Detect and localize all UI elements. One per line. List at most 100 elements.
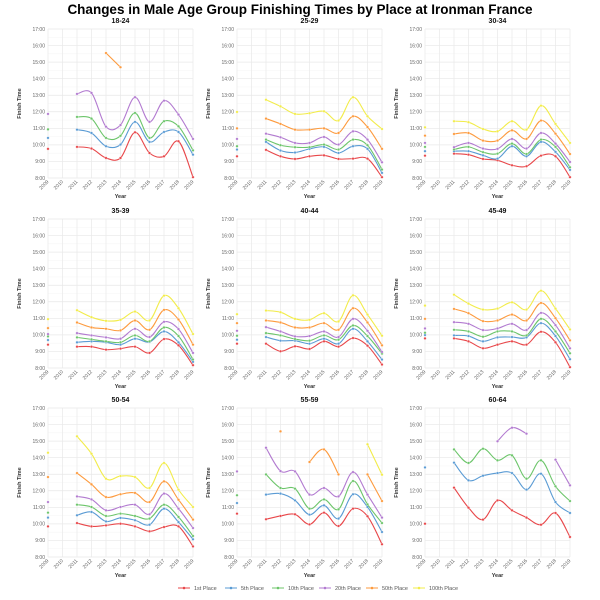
data-point bbox=[177, 524, 180, 528]
data-point bbox=[162, 461, 166, 465]
data-point bbox=[104, 335, 108, 339]
x-tick-label: 2010 bbox=[430, 369, 442, 381]
data-point bbox=[380, 350, 384, 354]
data-point bbox=[46, 500, 50, 504]
data-point bbox=[539, 131, 543, 135]
y-tick-label: 11:00 bbox=[222, 505, 234, 511]
data-point bbox=[148, 335, 151, 339]
data-point bbox=[554, 154, 557, 158]
y-tick-label: 15:00 bbox=[409, 250, 422, 256]
data-point bbox=[279, 486, 282, 490]
data-point bbox=[264, 132, 268, 136]
data-point bbox=[366, 114, 369, 118]
panel-55-59: 8:00 9:00 10:00 11:00 12:00 13:00 14:00 15:00 16… bbox=[206, 397, 385, 579]
data-point bbox=[568, 338, 572, 342]
data-point bbox=[510, 119, 514, 123]
data-point bbox=[279, 492, 282, 496]
x-tick-label: 2015 bbox=[502, 179, 514, 191]
data-point bbox=[148, 120, 151, 124]
data-point bbox=[104, 495, 108, 499]
data-point bbox=[148, 512, 151, 516]
x-tick-label: 2014 bbox=[488, 179, 500, 191]
data-point bbox=[279, 469, 282, 473]
x-tick-label: 2014 bbox=[488, 369, 500, 381]
data-point bbox=[525, 328, 528, 332]
data-point bbox=[46, 136, 50, 140]
data-point bbox=[90, 333, 93, 337]
y-tick-label: 15:00 bbox=[221, 250, 234, 256]
y-tick-label: 13:00 bbox=[409, 472, 422, 478]
x-tick-label: 2014 bbox=[300, 179, 312, 191]
x-axis-label: Year bbox=[304, 194, 316, 200]
data-point bbox=[366, 147, 369, 151]
x-axis-label: Year bbox=[492, 573, 504, 579]
data-point bbox=[510, 453, 514, 457]
data-point bbox=[104, 508, 108, 512]
data-point bbox=[279, 349, 282, 353]
x-tick-label: 2018 bbox=[546, 179, 558, 191]
data-point bbox=[467, 334, 470, 338]
data-point bbox=[133, 95, 137, 99]
data-point bbox=[423, 145, 427, 149]
x-tick-label: 2014 bbox=[488, 558, 500, 570]
data-point bbox=[351, 470, 355, 474]
x-tick-label: 2012 bbox=[82, 558, 94, 570]
data-point bbox=[279, 429, 282, 433]
data-point bbox=[46, 524, 50, 528]
data-point bbox=[366, 339, 369, 343]
data-point bbox=[366, 442, 369, 446]
y-tick-label: 8:00 bbox=[35, 366, 45, 372]
data-point bbox=[423, 336, 427, 340]
data-point bbox=[75, 331, 79, 335]
data-point bbox=[148, 351, 151, 355]
y-tick-label: 9:00 bbox=[35, 349, 45, 355]
x-tick-label: 2016 bbox=[140, 558, 152, 570]
y-tick-label: 13:00 bbox=[221, 472, 234, 478]
data-point bbox=[90, 147, 93, 150]
data-point bbox=[308, 347, 311, 351]
data-point bbox=[452, 447, 456, 451]
data-point bbox=[46, 332, 50, 336]
data-point bbox=[308, 507, 311, 511]
data-point bbox=[496, 157, 499, 161]
data-point bbox=[467, 120, 470, 124]
x-tick-label: 2017 bbox=[154, 558, 166, 570]
data-point bbox=[554, 307, 557, 311]
data-point bbox=[423, 465, 427, 469]
data-point bbox=[308, 325, 311, 329]
data-point bbox=[308, 111, 311, 115]
data-point bbox=[525, 164, 528, 168]
x-tick-label: 2017 bbox=[531, 179, 543, 191]
legend-swatch-point bbox=[417, 586, 421, 590]
data-point bbox=[351, 317, 355, 321]
data-point bbox=[177, 139, 180, 143]
x-tick-label: 2018 bbox=[358, 179, 370, 191]
data-point bbox=[554, 150, 557, 154]
data-point bbox=[554, 329, 557, 333]
data-point bbox=[568, 160, 572, 164]
x-tick-label: 2018 bbox=[358, 558, 370, 570]
y-tick-label: 8:00 bbox=[35, 176, 45, 182]
panel-35-39: 8:00 9:00 10:00 11:00 12:00 13:00 14:00 15:00 16… bbox=[17, 208, 196, 390]
data-point bbox=[568, 483, 572, 487]
data-point bbox=[322, 497, 326, 501]
data-point bbox=[191, 526, 195, 530]
y-tick-label: 11:00 bbox=[410, 316, 422, 322]
x-tick-label: 2013 bbox=[473, 179, 485, 191]
y-tick-label: 11:00 bbox=[222, 126, 234, 132]
data-point bbox=[452, 328, 456, 332]
y-tick-label: 17:00 bbox=[409, 27, 422, 33]
data-point bbox=[481, 328, 485, 332]
data-point bbox=[90, 345, 93, 349]
data-point bbox=[148, 319, 151, 322]
data-point bbox=[191, 175, 195, 179]
panel-title: 55-59 bbox=[301, 397, 319, 404]
x-tick-label: 2017 bbox=[343, 179, 355, 191]
x-tick-label: 2013 bbox=[473, 369, 485, 381]
data-point bbox=[322, 126, 326, 130]
data-point bbox=[525, 516, 528, 520]
data-point bbox=[380, 363, 384, 366]
data-point bbox=[568, 511, 572, 515]
data-point bbox=[177, 327, 180, 331]
